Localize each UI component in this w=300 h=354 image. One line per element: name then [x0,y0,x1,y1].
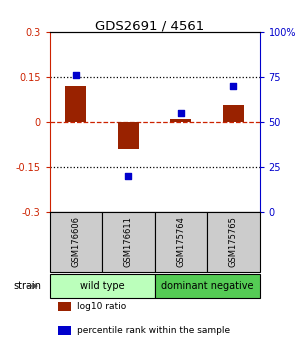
Bar [154,274,260,298]
Text: GSM176606: GSM176606 [71,216,80,267]
Text: GDS2691 / 4561: GDS2691 / 4561 [95,19,205,33]
Text: GSM176611: GSM176611 [124,216,133,267]
Point [73,72,78,78]
Bar [58,302,70,312]
Point [178,110,183,115]
Text: strain: strain [14,281,42,291]
Bar [118,122,139,149]
Bar [223,105,244,122]
Text: dominant negative: dominant negative [161,281,253,291]
Bar [50,211,102,272]
Bar [154,211,207,272]
Text: wild type: wild type [80,281,124,291]
Text: log10 ratio: log10 ratio [77,302,126,312]
Bar [170,119,191,122]
Bar [65,86,86,122]
Point [126,173,131,178]
Bar [207,211,260,272]
Text: percentile rank within the sample: percentile rank within the sample [77,326,230,335]
Point [231,83,236,88]
Text: GSM175764: GSM175764 [176,216,185,267]
Bar [50,274,154,298]
Text: GSM175765: GSM175765 [229,216,238,267]
Bar [102,211,154,272]
Bar [58,326,70,335]
